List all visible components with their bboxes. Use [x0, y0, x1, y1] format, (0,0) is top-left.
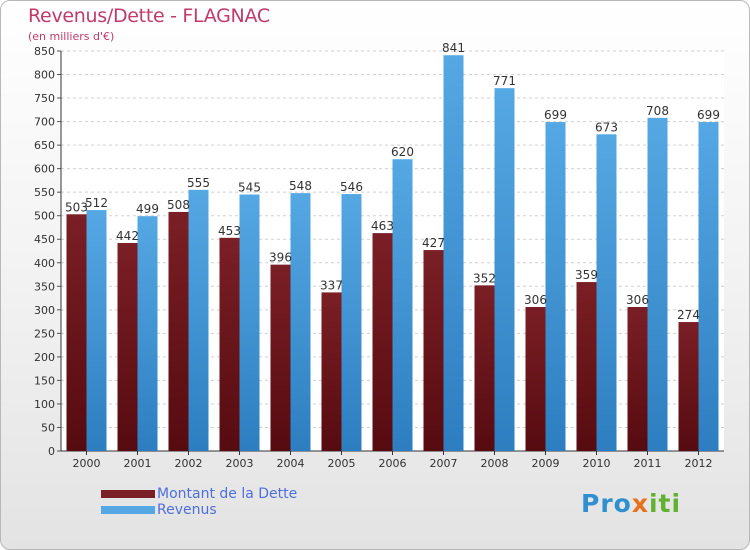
y-tick-label: 750 — [34, 92, 55, 105]
y-tick-label: 200 — [34, 351, 55, 364]
y-tick-label: 100 — [34, 398, 55, 411]
bar-debt — [66, 214, 87, 451]
data-label-debt: 427 — [422, 236, 445, 250]
y-tick-label: 450 — [34, 233, 55, 246]
x-tick-label: 2012 — [685, 457, 713, 470]
x-tick-label: 2011 — [634, 457, 662, 470]
bar-debt — [117, 243, 138, 451]
data-label-debt: 463 — [371, 219, 394, 233]
y-tick-label: 50 — [41, 421, 55, 434]
y-tick-label: 850 — [34, 45, 55, 58]
legend: Montant de la Dette Revenus — [101, 486, 297, 518]
data-label-revenue: 548 — [289, 179, 312, 193]
data-label-revenue: 545 — [238, 181, 261, 195]
bar-debt — [168, 211, 189, 451]
data-label-debt: 503 — [65, 200, 88, 214]
data-label-debt: 352 — [473, 271, 496, 285]
x-tick-label: 2001 — [124, 457, 152, 470]
data-label-revenue: 620 — [391, 145, 414, 159]
data-label-revenue: 512 — [85, 196, 108, 210]
legend-label-debt: Montant de la Dette — [157, 486, 298, 502]
bar-debt — [423, 250, 444, 451]
y-tick-label: 650 — [34, 139, 55, 152]
data-label-revenue: 699 — [544, 108, 567, 122]
data-label-revenue: 673 — [595, 120, 618, 134]
bar-revenue — [545, 122, 566, 451]
bar-revenue — [647, 117, 668, 451]
bar-revenue — [596, 134, 617, 451]
bar-revenue — [698, 122, 719, 451]
data-label-debt: 453 — [218, 224, 241, 238]
bar-debt — [372, 233, 393, 451]
bar-revenue — [341, 194, 362, 451]
bar-debt — [321, 292, 342, 451]
data-label-revenue: 499 — [136, 202, 159, 216]
data-label-debt: 396 — [269, 251, 292, 265]
x-tick-label: 2008 — [481, 457, 509, 470]
data-label-debt: 306 — [626, 293, 649, 307]
x-tick-label: 2007 — [430, 457, 458, 470]
data-label-revenue: 708 — [646, 104, 669, 118]
y-tick-label: 700 — [34, 116, 55, 129]
y-tick-label: 600 — [34, 163, 55, 176]
bar-debt — [525, 307, 546, 451]
data-label-debt: 508 — [167, 198, 190, 212]
bar-debt — [627, 307, 648, 451]
x-tick-label: 2006 — [379, 457, 407, 470]
bar-debt — [219, 237, 240, 451]
y-tick-label: 350 — [34, 280, 55, 293]
data-label-revenue: 555 — [187, 176, 210, 190]
data-label-debt: 274 — [677, 308, 700, 322]
data-label-revenue: 699 — [697, 108, 720, 122]
legend-label-revenue: Revenus — [157, 502, 217, 518]
bar-debt — [678, 322, 699, 451]
logo-part-2: x — [631, 489, 649, 518]
bar-revenue — [188, 189, 209, 451]
logo-part-3: iti — [648, 489, 682, 518]
y-tick-label: 550 — [34, 186, 55, 199]
y-tick-label: 0 — [48, 445, 55, 458]
proxiti-logo: Proxiti — [581, 489, 681, 518]
data-label-revenue: 546 — [340, 180, 363, 194]
y-tick-label: 400 — [34, 257, 55, 270]
legend-item-debt: Montant de la Dette — [101, 486, 297, 502]
x-tick-label: 2004 — [277, 457, 305, 470]
y-tick-label: 150 — [34, 374, 55, 387]
legend-item-revenue: Revenus — [101, 502, 297, 518]
bar-revenue — [290, 193, 311, 451]
y-tick-label: 800 — [34, 69, 55, 82]
logo-part-1: Pro — [581, 489, 632, 518]
bar-debt — [474, 285, 495, 451]
x-tick-label: 2000 — [73, 457, 101, 470]
legend-swatch-revenue — [101, 506, 155, 514]
bar-revenue — [392, 159, 413, 451]
data-label-debt: 306 — [524, 293, 547, 307]
data-label-debt: 359 — [575, 268, 598, 282]
y-tick-label: 250 — [34, 327, 55, 340]
data-label-revenue: 771 — [493, 74, 516, 88]
bar-revenue — [239, 194, 260, 451]
x-tick-label: 2009 — [532, 457, 560, 470]
data-label-debt: 442 — [116, 229, 139, 243]
x-tick-label: 2010 — [583, 457, 611, 470]
x-tick-label: 2003 — [226, 457, 254, 470]
bar-revenue — [86, 210, 107, 451]
bar-revenue — [443, 55, 464, 452]
bar-debt — [576, 282, 597, 451]
bar-revenue — [137, 216, 158, 451]
x-tick-label: 2002 — [175, 457, 203, 470]
data-label-revenue: 841 — [442, 41, 465, 55]
chart-subtitle: (en milliers d'€) — [28, 30, 115, 43]
bar-debt — [270, 264, 291, 451]
data-label-debt: 337 — [320, 278, 343, 292]
y-tick-label: 300 — [34, 304, 55, 317]
y-tick-label: 500 — [34, 210, 55, 223]
legend-swatch-debt — [101, 490, 155, 498]
x-tick-label: 2005 — [328, 457, 356, 470]
bar-revenue — [494, 88, 515, 452]
chart-title: Revenus/Dette - FLAGNAC — [28, 5, 270, 27]
